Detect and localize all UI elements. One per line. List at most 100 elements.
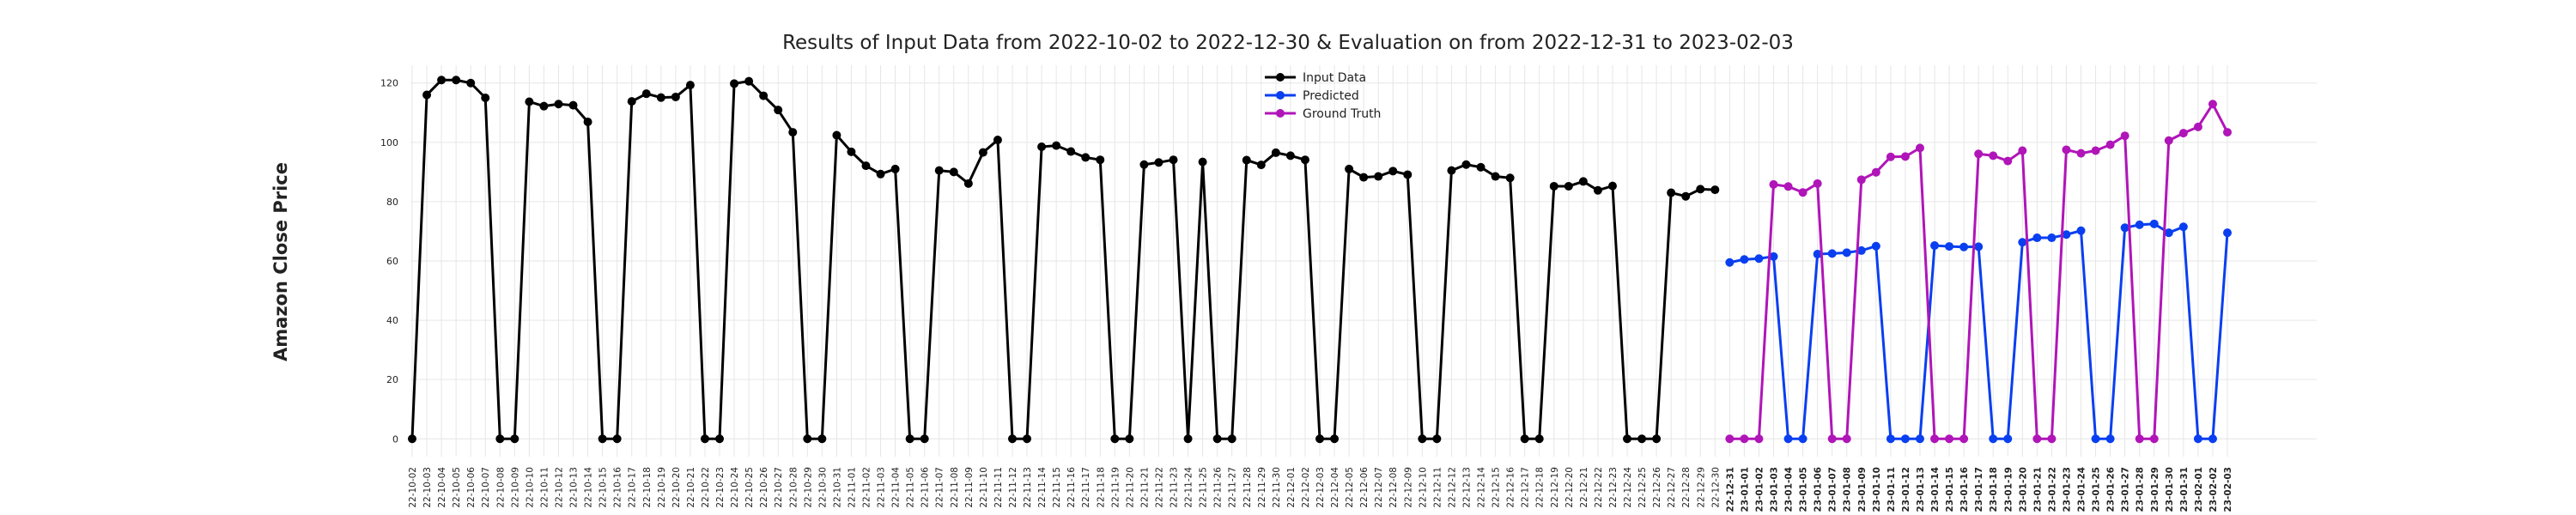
point xyxy=(1169,155,1178,165)
x-tick-label: 22-10-08 xyxy=(495,467,506,508)
point xyxy=(1915,143,1924,153)
point xyxy=(978,148,987,157)
x-tick-label: 22-12-05 xyxy=(1345,467,1355,508)
point xyxy=(1081,153,1091,162)
x-tick-label: 22-10-17 xyxy=(628,467,638,508)
point xyxy=(1886,434,1895,444)
x-tick-label: 22-12-25 xyxy=(1637,467,1648,508)
point xyxy=(1974,149,1984,159)
x-tick-label: 22-12-01 xyxy=(1286,467,1297,508)
point xyxy=(993,136,1002,145)
x-tick-label: 22-10-04 xyxy=(437,467,447,508)
x-tick-label: 22-10-29 xyxy=(803,467,813,508)
point xyxy=(2105,140,2115,149)
point xyxy=(1125,434,1134,444)
point xyxy=(920,434,929,444)
point xyxy=(1476,162,1485,172)
x-tick-label: 22-12-26 xyxy=(1652,467,1662,508)
x-tick-label: 23-02-03 xyxy=(2223,467,2233,512)
point xyxy=(554,100,563,109)
x-tick-label: 22-10-10 xyxy=(525,467,535,508)
point xyxy=(2047,233,2057,243)
y-tick-label: 120 xyxy=(380,78,398,89)
y-tick-label: 80 xyxy=(386,197,398,208)
point xyxy=(1725,434,1735,444)
series xyxy=(1725,219,2232,444)
point xyxy=(1505,173,1515,183)
x-tick-label: 23-01-21 xyxy=(2032,467,2043,512)
x-tick-label: 22-12-29 xyxy=(1696,467,1706,508)
x-tick-label: 22-12-13 xyxy=(1461,467,1472,508)
point xyxy=(2149,434,2159,444)
point xyxy=(422,90,432,100)
x-tick-label: 23-01-10 xyxy=(1872,467,1882,512)
legend-label: Ground Truth xyxy=(1303,107,1381,121)
x-tick-label: 22-10-09 xyxy=(510,467,520,508)
point xyxy=(832,130,841,140)
x-tick-label: 23-01-04 xyxy=(1784,467,1795,512)
point xyxy=(1959,242,1969,251)
point xyxy=(817,434,827,444)
point xyxy=(1842,248,1851,258)
point xyxy=(774,106,783,115)
x-tick-label: 22-10-11 xyxy=(539,467,550,508)
point xyxy=(1549,181,1558,191)
point xyxy=(2018,238,2027,247)
point xyxy=(685,81,695,90)
x-tick-label: 23-02-02 xyxy=(2208,467,2219,512)
x-tick-label: 22-11-06 xyxy=(920,467,931,508)
legend-marker xyxy=(1276,91,1285,100)
point xyxy=(1388,167,1398,176)
point xyxy=(2164,136,2173,145)
point xyxy=(1900,434,1910,444)
x-tick-label: 22-10-21 xyxy=(686,467,696,508)
point xyxy=(1856,245,1866,255)
x-tick-label: 23-01-09 xyxy=(1857,467,1868,512)
x-tick-label: 22-11-02 xyxy=(862,467,872,508)
x-tick-label: 23-02-01 xyxy=(2194,467,2204,512)
point xyxy=(408,434,416,444)
x-tick-label: 23-01-24 xyxy=(2077,467,2087,512)
point xyxy=(1256,161,1266,170)
point xyxy=(1754,434,1764,444)
point xyxy=(1915,434,1924,444)
x-tick-label: 22-12-12 xyxy=(1447,467,1457,508)
point xyxy=(2091,434,2100,444)
x-tick-label: 22-11-14 xyxy=(1037,467,1048,508)
x-tick-label: 22-10-23 xyxy=(715,467,726,508)
x-tick-label: 22-12-08 xyxy=(1388,467,1399,508)
point xyxy=(1183,434,1193,444)
x-tick-label: 23-01-07 xyxy=(1828,467,1838,512)
point xyxy=(2149,219,2159,228)
point xyxy=(847,147,856,156)
series xyxy=(1725,100,2232,444)
x-tick-label: 23-01-19 xyxy=(2003,467,2014,512)
point xyxy=(656,93,665,102)
x-tick-label: 22-11-26 xyxy=(1213,467,1224,508)
x-tick-label: 22-11-16 xyxy=(1066,467,1077,508)
x-tick-label: 23-01-14 xyxy=(1930,467,1941,512)
point xyxy=(1740,255,1749,264)
x-tick-label: 22-12-23 xyxy=(1608,467,1619,508)
point xyxy=(1052,141,1061,150)
point xyxy=(949,167,958,177)
legend-marker xyxy=(1276,73,1285,82)
legend-label: Input Data xyxy=(1303,71,1366,85)
grid xyxy=(410,65,2317,457)
point xyxy=(1798,434,1807,444)
x-tick-label: 23-01-26 xyxy=(2106,467,2117,512)
chart-title: Results of Input Data from 2022-10-02 to… xyxy=(782,32,1794,54)
point xyxy=(1037,142,1047,151)
x-tick-label: 22-12-07 xyxy=(1374,467,1384,508)
point xyxy=(1285,151,1295,161)
point xyxy=(1534,434,1544,444)
x-tick-label: 22-10-05 xyxy=(452,467,462,508)
x-tick-label: 23-01-20 xyxy=(2018,467,2028,512)
point xyxy=(2062,230,2071,239)
point xyxy=(1023,434,1032,444)
x-tick-label: 22-12-17 xyxy=(1521,467,1531,508)
x-tick-label: 22-12-19 xyxy=(1550,467,1560,508)
point xyxy=(1945,242,1954,251)
point xyxy=(1461,160,1471,169)
point xyxy=(1007,434,1017,444)
